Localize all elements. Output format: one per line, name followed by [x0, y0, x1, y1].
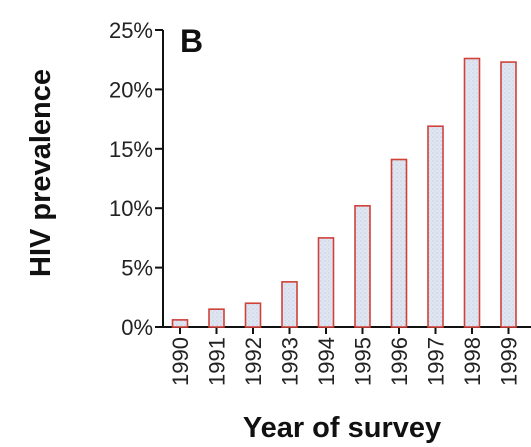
bar-1996: [390, 158, 408, 328]
x-tick-label: 1991: [205, 337, 230, 386]
y-tick-label: 0%: [121, 315, 153, 340]
x-tick-label: 1994: [314, 337, 339, 386]
bar-1998: [463, 57, 481, 328]
x-tick-label: 1990: [168, 337, 193, 386]
x-tick-label: 1996: [387, 337, 412, 386]
y-axis-ticks: 0% 5% 10% 15% 20% 25%: [109, 18, 163, 340]
y-tick-label: 25%: [109, 18, 153, 43]
bar-1990: [171, 319, 189, 328]
y-axis-title: HIV prevalence: [25, 69, 57, 277]
bar-1993: [281, 281, 298, 328]
x-tick-label: 1999: [497, 337, 522, 386]
x-axis-ticks: 1990 1991 1992 1993 1994 1995 1996 1997 1998 1999: [168, 327, 522, 386]
y-tick-label: 20%: [109, 77, 153, 102]
bar-1995: [354, 205, 371, 328]
x-axis-title: Year of survey: [243, 412, 441, 444]
x-tick-label: 1993: [278, 337, 303, 386]
x-tick-label: 1995: [351, 337, 376, 386]
bar-1994: [317, 237, 335, 328]
y-tick-label: 10%: [109, 196, 153, 221]
bar-1992: [244, 302, 262, 328]
bar-1999: [500, 61, 517, 328]
x-tick-label: 1992: [241, 337, 266, 386]
bars-group: [171, 57, 517, 328]
bar-1991: [208, 308, 225, 328]
y-tick-label: 15%: [109, 137, 153, 162]
panel-label: B: [180, 23, 203, 59]
y-tick-label: 5%: [121, 256, 153, 281]
bar-1997: [427, 125, 444, 328]
x-tick-label: 1997: [424, 337, 449, 386]
x-tick-label: 1998: [460, 337, 485, 386]
